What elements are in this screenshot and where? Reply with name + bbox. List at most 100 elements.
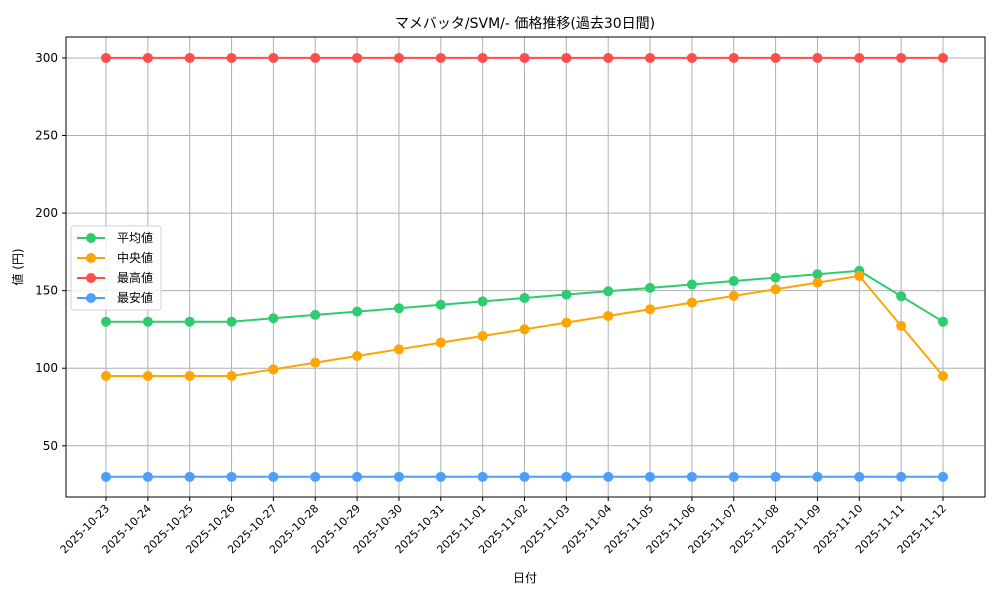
x-axis-label: 日付	[513, 571, 537, 585]
data-point-marker	[101, 370, 111, 381]
data-point-marker	[896, 291, 907, 302]
data-point-marker	[812, 269, 823, 280]
data-point-marker	[226, 471, 237, 482]
data-point-marker	[101, 316, 111, 327]
data-point-marker	[519, 471, 530, 482]
data-point-marker	[310, 309, 321, 320]
data-point-marker	[268, 364, 279, 375]
data-point-marker	[770, 272, 781, 283]
data-point-marker	[812, 277, 823, 288]
data-point-marker	[101, 52, 111, 63]
data-point-marker	[477, 296, 488, 307]
series-最安値	[101, 471, 948, 482]
data-point-marker	[603, 52, 614, 63]
legend-item: 平均値	[77, 230, 153, 245]
data-point-marker	[435, 337, 446, 348]
grid-lines	[66, 37, 985, 497]
data-point-marker	[645, 304, 656, 315]
data-point-marker	[603, 286, 614, 297]
data-point-marker	[770, 52, 781, 63]
data-point-marker	[477, 330, 488, 341]
y-tick-label: 150	[35, 284, 58, 298]
data-point-marker	[812, 471, 823, 482]
data-point-marker	[561, 289, 572, 300]
y-tick-label: 300	[35, 51, 58, 65]
data-point-marker	[352, 471, 363, 482]
legend-item: 最高値	[77, 270, 153, 285]
data-point-marker	[142, 316, 153, 327]
data-point-marker	[268, 471, 279, 482]
data-point-marker	[938, 316, 948, 327]
legend-item: 最安値	[77, 290, 153, 305]
data-point-marker	[896, 471, 907, 482]
data-point-marker	[812, 52, 823, 63]
y-tick-label: 250	[35, 129, 58, 143]
y-tick-label: 50	[43, 439, 58, 453]
data-point-marker	[728, 471, 739, 482]
data-point-marker	[938, 471, 948, 482]
data-point-marker	[686, 52, 697, 63]
data-point-marker	[519, 292, 530, 303]
data-point-marker	[519, 324, 530, 335]
data-point-marker	[603, 310, 614, 321]
data-point-marker	[268, 52, 279, 63]
data-point-marker	[101, 471, 111, 482]
data-point-marker	[226, 370, 237, 381]
data-point-marker	[896, 52, 907, 63]
data-point-marker	[393, 344, 404, 355]
data-point-marker	[352, 52, 363, 63]
data-point-marker	[310, 52, 321, 63]
data-point-marker	[561, 52, 572, 63]
legend-label: 平均値	[117, 230, 153, 245]
data-point-marker	[477, 52, 488, 63]
data-point-marker	[142, 471, 153, 482]
data-point-marker	[938, 370, 948, 381]
data-point-marker	[854, 52, 865, 63]
data-point-marker	[854, 270, 865, 281]
legend-marker-swatch	[86, 233, 96, 243]
data-point-marker	[184, 52, 195, 63]
data-point-marker	[728, 276, 739, 287]
chart-title: マメバッタ/SVM/- 価格推移(過去30日間)	[395, 16, 655, 32]
data-point-marker	[142, 370, 153, 381]
y-tick-label: 200	[35, 206, 58, 220]
data-point-marker	[770, 471, 781, 482]
data-point-marker	[142, 52, 153, 63]
data-point-marker	[393, 303, 404, 314]
data-point-marker	[686, 471, 697, 482]
data-point-marker	[938, 52, 948, 63]
series-最高値	[101, 52, 948, 63]
data-point-marker	[519, 52, 530, 63]
data-point-marker	[728, 290, 739, 301]
data-point-marker	[435, 299, 446, 310]
data-point-marker	[561, 317, 572, 328]
data-point-marker	[393, 52, 404, 63]
data-point-marker	[645, 52, 656, 63]
y-axis: 50 100 150 200 250 300	[35, 51, 66, 453]
data-point-marker	[603, 471, 614, 482]
data-point-marker	[435, 52, 446, 63]
data-point-marker	[352, 350, 363, 361]
plot-frame	[65, 36, 986, 498]
data-point-marker	[686, 297, 697, 308]
data-point-marker	[310, 357, 321, 368]
legend-marker-swatch	[86, 253, 96, 263]
data-point-marker	[268, 313, 279, 324]
legend-label: 最高値	[117, 270, 153, 285]
y-axis-label: 値 (円)	[10, 248, 25, 285]
data-point-marker	[226, 316, 237, 327]
legend-label: 中央値	[117, 250, 153, 265]
data-point-marker	[770, 284, 781, 295]
series-中央値	[101, 270, 948, 381]
data-point-marker	[854, 471, 865, 482]
legend-marker-swatch	[86, 293, 96, 303]
data-point-marker	[645, 471, 656, 482]
data-point-marker	[226, 52, 237, 63]
data-point-marker	[393, 471, 404, 482]
legend-marker-swatch	[86, 273, 96, 283]
data-point-marker	[728, 52, 739, 63]
y-tick-label: 100	[35, 361, 58, 375]
data-point-marker	[184, 370, 195, 381]
data-point-marker	[896, 320, 907, 331]
